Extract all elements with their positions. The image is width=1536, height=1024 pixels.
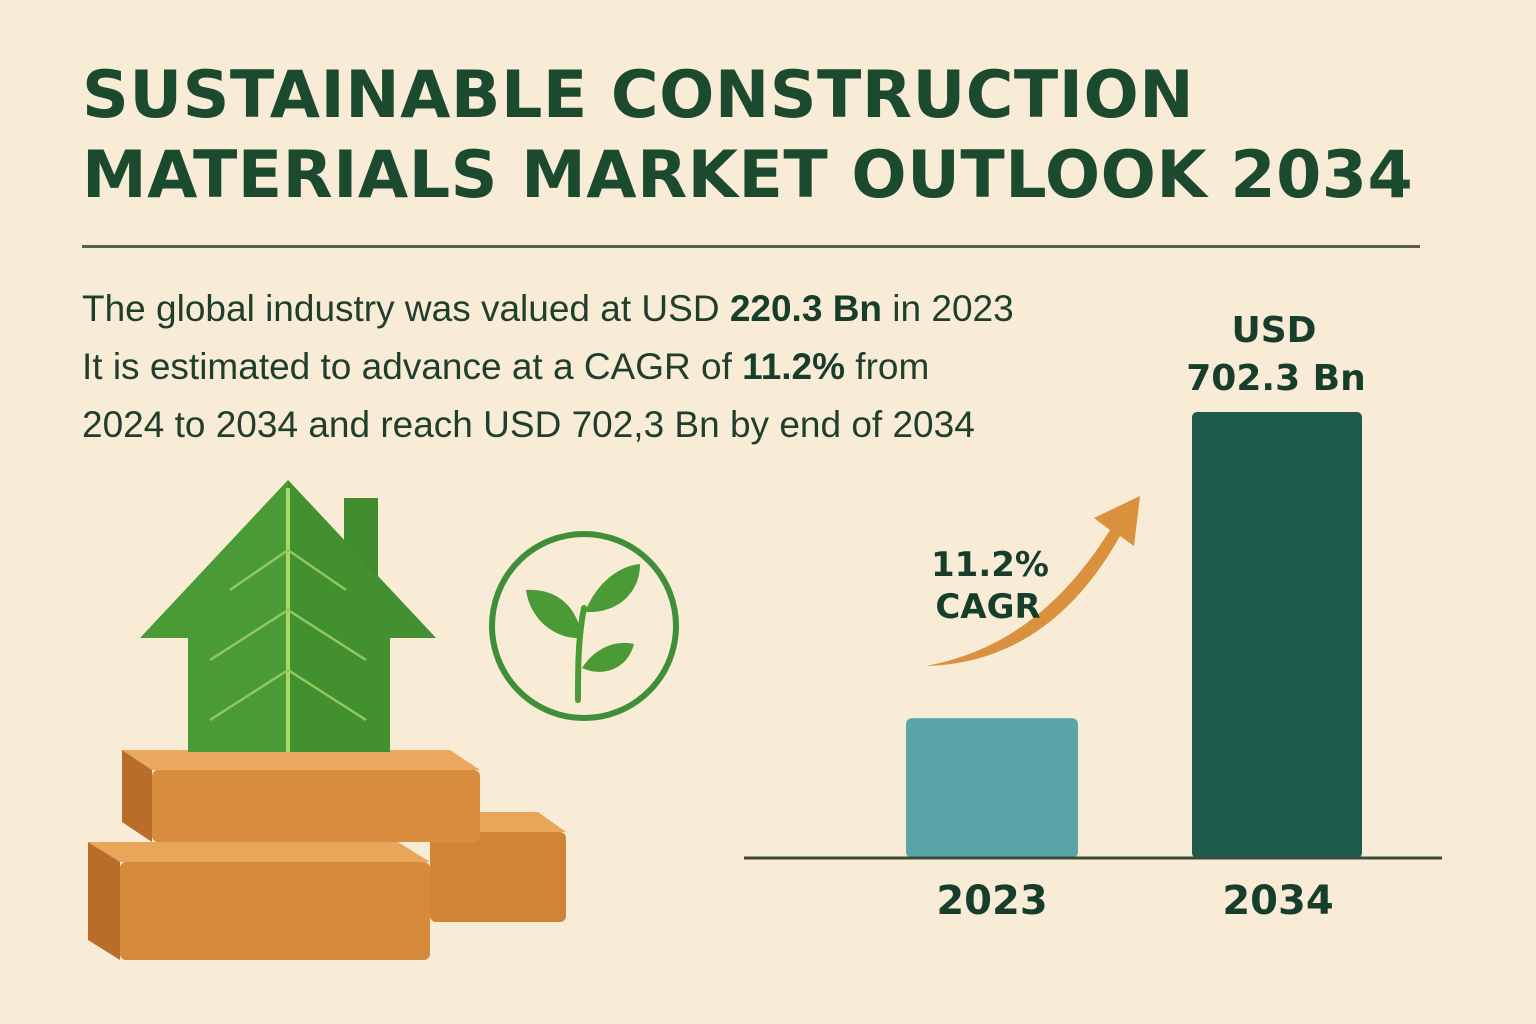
bar-2034 — [1192, 412, 1362, 858]
title-line-1: SUSTAINABLE CONSTRUCTION — [82, 58, 1195, 133]
value-label-2034-currency: USD — [1231, 310, 1316, 351]
cagr-label-value: 11.2% — [931, 545, 1049, 585]
title-divider — [82, 245, 1420, 248]
bar-2023 — [906, 718, 1078, 858]
value-2023-highlight: 220.3 Bn — [729, 288, 883, 329]
plant-sprout-icon — [489, 531, 679, 721]
cagr-highlight: 11.2% — [742, 346, 846, 387]
intro-line-3: 2024 to 2034 and reach USD 702,3 Bn by e… — [82, 404, 975, 445]
intro-line-2-end: from — [845, 346, 930, 387]
value-label-2034-amount: 702.3 Bn — [1186, 358, 1365, 399]
intro-line-1-end: in 2023 — [882, 288, 1014, 329]
cagr-arrow-icon — [926, 496, 1140, 666]
intro-line-2: It is estimated to advance at a CAGR of … — [82, 338, 1202, 396]
brick-bottom-left — [88, 842, 430, 960]
cagr-label-text: CAGR — [935, 587, 1040, 627]
x-tick-2023: 2023 — [936, 878, 1047, 924]
intro-text: The global industry was valued at USD 22… — [82, 280, 1202, 454]
intro-line-1-text: The global industry was valued at USD — [82, 288, 730, 329]
leaf-house-icon — [140, 480, 436, 752]
brick-top — [122, 750, 480, 842]
page-title: SUSTAINABLE CONSTRUCTION MATERIALS MARKE… — [82, 56, 1462, 216]
leaf-house-on-bricks-icon — [88, 480, 566, 960]
x-tick-2034: 2034 — [1222, 878, 1333, 924]
title-line-2: MATERIALS MARKET OUTLOOK 2034 — [82, 138, 1414, 213]
intro-line-2-text: It is estimated to advance at a CAGR of — [82, 346, 743, 387]
intro-line-1: The global industry was valued at USD 22… — [82, 280, 1202, 338]
